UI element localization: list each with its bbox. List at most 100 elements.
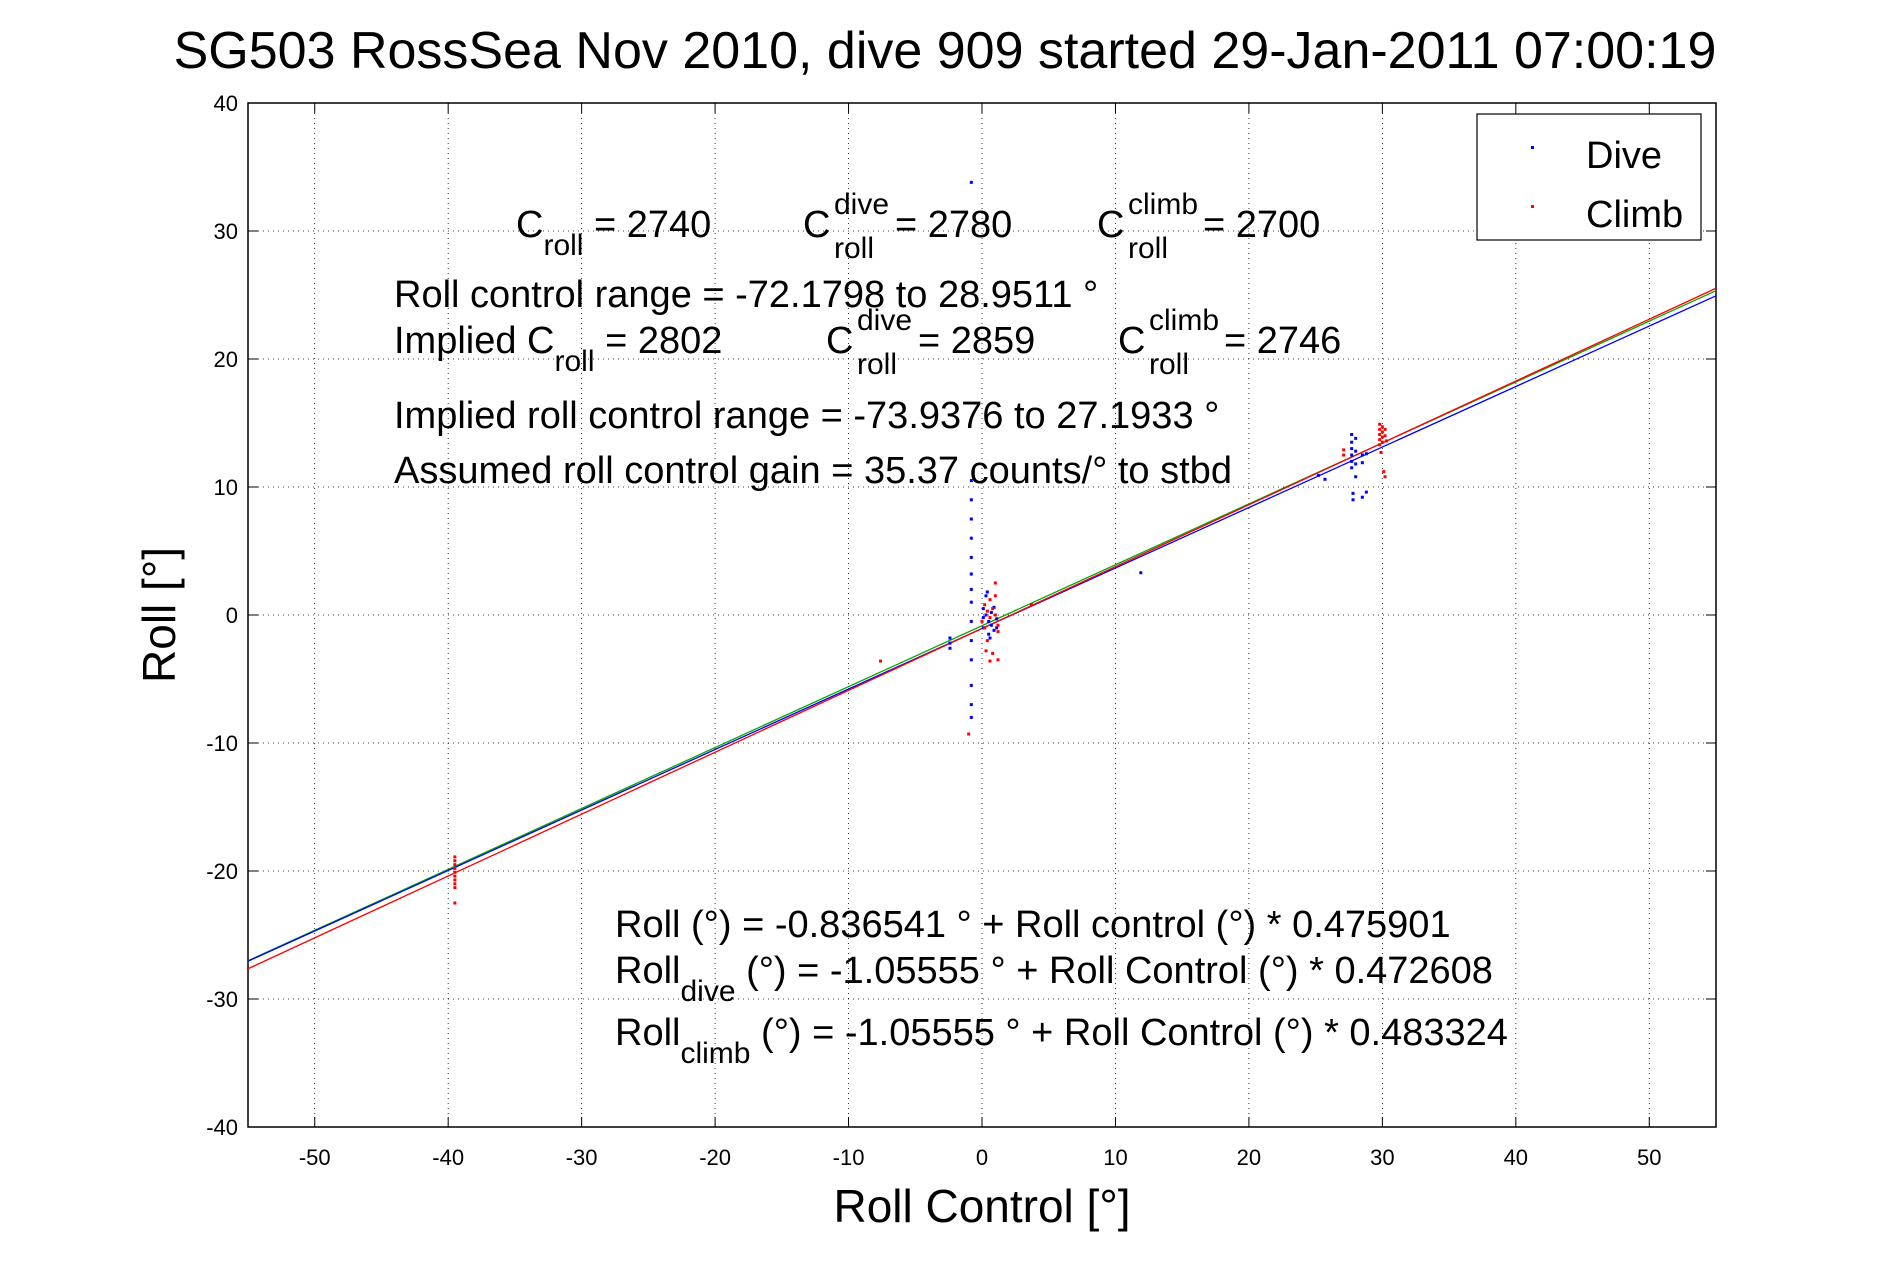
dive-point xyxy=(1354,436,1358,440)
x-tick-label: 30 xyxy=(1370,1145,1394,1170)
climb-point xyxy=(453,866,457,870)
dive-point xyxy=(984,594,988,598)
dive-point xyxy=(969,639,973,643)
climb-point xyxy=(996,623,1000,627)
dive-point xyxy=(981,616,985,620)
climb-point xyxy=(983,626,987,630)
climb-point xyxy=(983,603,987,607)
dive-point xyxy=(1364,452,1368,456)
climb-point xyxy=(988,616,992,620)
y-tick-label: 30 xyxy=(214,219,238,244)
climb-point xyxy=(1378,433,1382,437)
annotation-c-roll-dive-value: = 2780 xyxy=(895,204,1012,246)
x-tick-label: 20 xyxy=(1237,1145,1261,1170)
annotation-implied-dive-sub: roll xyxy=(857,348,897,381)
climb-point xyxy=(985,609,989,613)
x-tick-label: 10 xyxy=(1103,1145,1127,1170)
climb-point xyxy=(993,613,997,617)
dive-point xyxy=(987,632,991,636)
annotation-gain: Assumed roll control gain = 35.37 counts… xyxy=(394,450,1232,492)
annotation-c-roll-dive-sup: dive xyxy=(834,188,889,221)
grid xyxy=(248,102,1716,1128)
climb-point xyxy=(453,886,457,890)
annotation-implied: Implied Croll = 2802 xyxy=(394,320,722,378)
annotation-c-roll: Croll = 2740 xyxy=(516,204,711,262)
dive-point xyxy=(969,658,973,662)
axis-ticks: -50 -40 -30 -20 -10 0 10 20 30 40 50 -40 -30 -20 -10 0 1… xyxy=(206,91,1716,1170)
climb-point xyxy=(996,630,1000,634)
dive-point xyxy=(969,479,973,483)
dive-point xyxy=(969,180,973,184)
dive-point xyxy=(1360,495,1364,499)
dive-point xyxy=(1354,449,1358,453)
x-tick-label: 40 xyxy=(1504,1145,1528,1170)
dive-point xyxy=(1350,433,1354,437)
climb-point xyxy=(1384,439,1388,443)
x-tick-label: -40 xyxy=(432,1145,464,1170)
legend-label-dive: Dive xyxy=(1586,135,1662,177)
climb-point xyxy=(1383,427,1387,431)
annotation-implied-range: Implied roll control range = -73.9376 to… xyxy=(394,395,1219,437)
climb-point xyxy=(453,863,457,867)
climb-point xyxy=(1380,440,1384,444)
dive-point xyxy=(969,555,973,559)
climb-point xyxy=(453,855,457,859)
dive-point xyxy=(948,646,952,650)
dive-point xyxy=(985,590,989,594)
climb-point xyxy=(988,598,992,602)
climb-point xyxy=(1378,443,1382,447)
y-tick-label: 40 xyxy=(214,91,238,116)
dive-point xyxy=(1316,473,1320,477)
climb-point xyxy=(879,659,883,663)
dive-point xyxy=(969,517,973,521)
climb-point xyxy=(1380,435,1384,439)
dive-point xyxy=(987,619,991,623)
chart-title: SG503 RossSea Nov 2010, dive 909 started… xyxy=(174,22,1717,80)
dive-point xyxy=(1364,490,1368,494)
dive-point xyxy=(969,587,973,591)
dive-point xyxy=(1139,571,1143,575)
dive-point xyxy=(948,636,952,640)
annotation-range: Roll control range = -72.1798 to 28.9511… xyxy=(394,274,1098,316)
dive-point xyxy=(1354,462,1358,466)
climb-point xyxy=(1342,448,1346,452)
dive-point xyxy=(988,636,992,640)
y-tick-label: 20 xyxy=(214,347,238,372)
annotation-c-roll-climb-sub: roll xyxy=(1128,232,1168,265)
x-tick-label: 50 xyxy=(1637,1145,1661,1170)
climb-point xyxy=(996,658,1000,662)
dive-point xyxy=(969,498,973,502)
y-tick-label: -10 xyxy=(206,731,238,756)
annotation-implied-climb-sup: climb xyxy=(1149,304,1219,337)
climb-point xyxy=(988,659,992,663)
climb-point xyxy=(1378,427,1382,431)
annotation-implied-dive-sup: dive xyxy=(857,304,912,337)
dive-point xyxy=(1350,440,1354,444)
x-tick-label: -10 xyxy=(833,1145,865,1170)
climb-point xyxy=(453,870,457,874)
dive-point xyxy=(1351,498,1355,502)
annotation-implied-dive-value: = 2859 xyxy=(918,320,1035,362)
climb-point xyxy=(453,882,457,886)
dive-point xyxy=(1350,447,1354,451)
dive-point xyxy=(995,626,999,630)
dive-point xyxy=(992,628,996,632)
dive-point xyxy=(1323,477,1327,481)
climb-point xyxy=(1382,470,1386,474)
dive-point xyxy=(969,715,973,719)
annotation-c-roll-dive: C xyxy=(803,204,830,246)
dive-point xyxy=(1350,466,1354,470)
dive-point xyxy=(969,536,973,540)
dive-point xyxy=(1351,491,1355,495)
dive-point xyxy=(989,610,993,614)
climb-point xyxy=(1383,434,1387,438)
legend-label-climb: Climb xyxy=(1586,194,1683,236)
dive-point xyxy=(969,703,973,707)
dive-point xyxy=(1360,461,1364,465)
annotations: Croll = 2740 C dive roll = 2780 C climb … xyxy=(394,188,1508,1070)
dive-point xyxy=(969,572,973,576)
x-tick-label: -30 xyxy=(566,1145,598,1170)
climb-point xyxy=(1380,425,1384,429)
y-tick-label: 0 xyxy=(226,603,238,628)
